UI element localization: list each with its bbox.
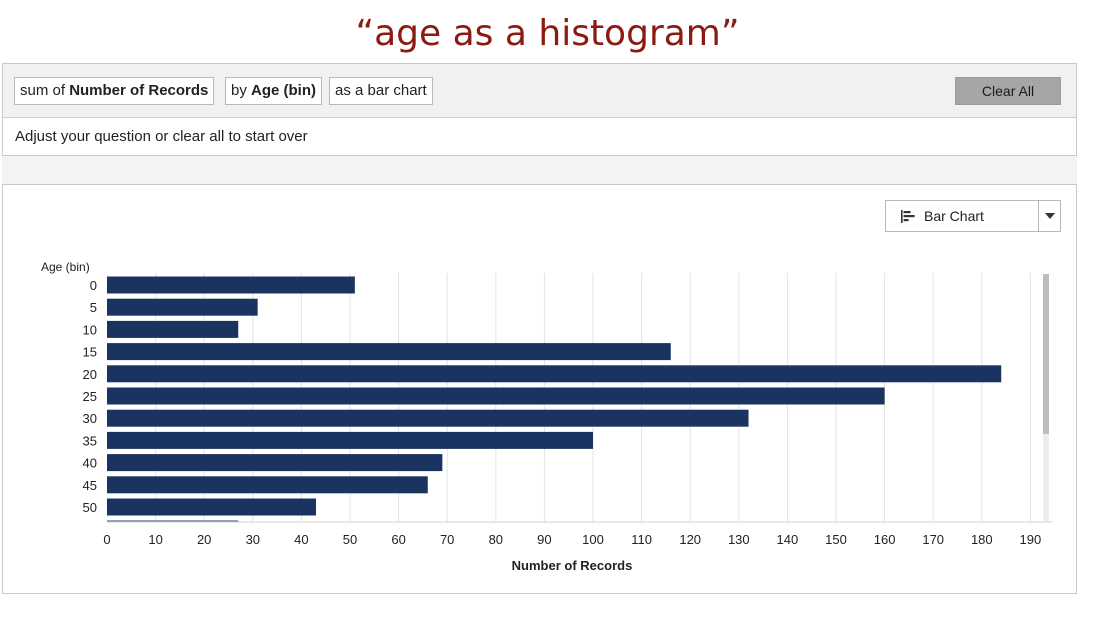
- bar: [107, 343, 671, 361]
- query-panel: sum of Number of Records by Age (bin) as…: [2, 63, 1077, 156]
- vertical-scrollbar[interactable]: [1043, 274, 1049, 521]
- x-tick-label: 10: [148, 532, 162, 547]
- clear-all-button[interactable]: Clear All: [955, 77, 1061, 105]
- y-tick-label: 20: [83, 367, 97, 382]
- x-tick-label: 130: [728, 532, 750, 547]
- y-tick-label: 35: [83, 433, 97, 448]
- bar: [107, 387, 885, 405]
- slide-title: “age as a histogram”: [355, 13, 740, 54]
- bar: [107, 365, 1002, 383]
- x-tick-label: 170: [922, 532, 944, 547]
- y-axis-label: Age (bin): [41, 260, 90, 274]
- x-tick-label: 160: [874, 532, 896, 547]
- x-tick-label: 60: [391, 532, 405, 547]
- x-tick-label: 90: [537, 532, 551, 547]
- viz-type-label: Bar Chart: [924, 208, 984, 224]
- x-tick-label: 20: [197, 532, 211, 547]
- x-tick-label: 100: [582, 532, 604, 547]
- x-tick-label: 120: [679, 532, 701, 547]
- bar: [107, 498, 316, 516]
- bar: [107, 320, 239, 338]
- x-tick-label: 80: [489, 532, 503, 547]
- y-tick-label: 45: [83, 478, 97, 493]
- bar-chart-icon: [901, 210, 915, 223]
- partial-bar: [107, 520, 239, 522]
- x-tick-label: 0: [103, 532, 110, 547]
- chevron-down-icon: [1045, 213, 1055, 219]
- y-tick-label: 50: [83, 500, 97, 515]
- dimension-chip-prefix: by: [231, 82, 252, 99]
- y-tick-label: 30: [83, 411, 97, 426]
- measure-chip-prefix: sum of: [20, 82, 70, 99]
- x-tick-label: 70: [440, 532, 454, 547]
- dimension-chip[interactable]: by Age (bin): [225, 77, 323, 105]
- y-tick-label: 40: [83, 456, 97, 471]
- y-tick-label: 25: [83, 389, 97, 404]
- query-bar: sum of Number of Records by Age (bin) as…: [3, 64, 1076, 118]
- y-tick-label: 15: [83, 345, 97, 360]
- measure-chip-field: Number of Records: [69, 82, 209, 99]
- y-tick-label: 5: [90, 300, 97, 315]
- viz-type-dropdown[interactable]: Bar Chart: [885, 200, 1061, 232]
- chart-panel: Age (bin) 0 5 10 15 20 25 30 35 40 45 50 0 10 20 30 40 50…: [2, 184, 1077, 594]
- bar: [107, 409, 749, 427]
- y-tick-label: 10: [83, 322, 97, 337]
- x-tick-label: 180: [971, 532, 993, 547]
- x-tick-label: 30: [246, 532, 260, 547]
- bar: [107, 431, 593, 449]
- dimension-chip-field: Age (bin): [251, 82, 317, 99]
- scrollbar-thumb[interactable]: [1043, 274, 1049, 434]
- x-tick-label: 140: [777, 532, 799, 547]
- dropdown-toggle[interactable]: [1038, 201, 1060, 231]
- y-tick-label: 0: [90, 278, 97, 293]
- x-axis-label: Number of Records: [512, 558, 633, 573]
- x-tick-label: 50: [343, 532, 357, 547]
- x-tick-label: 150: [825, 532, 847, 547]
- bar: [107, 298, 258, 316]
- bar: [107, 476, 428, 494]
- x-tick-label: 190: [1020, 532, 1042, 547]
- measure-chip[interactable]: sum of Number of Records: [14, 77, 215, 105]
- x-tick-label: 110: [631, 532, 652, 547]
- chart-type-chip[interactable]: as a bar chart: [329, 77, 433, 105]
- bar: [107, 276, 355, 294]
- x-tick-label: 40: [294, 532, 308, 547]
- panel-separator: [2, 156, 1077, 185]
- hint-text: Adjust your question or clear all to sta…: [15, 128, 308, 145]
- bar: [107, 454, 443, 472]
